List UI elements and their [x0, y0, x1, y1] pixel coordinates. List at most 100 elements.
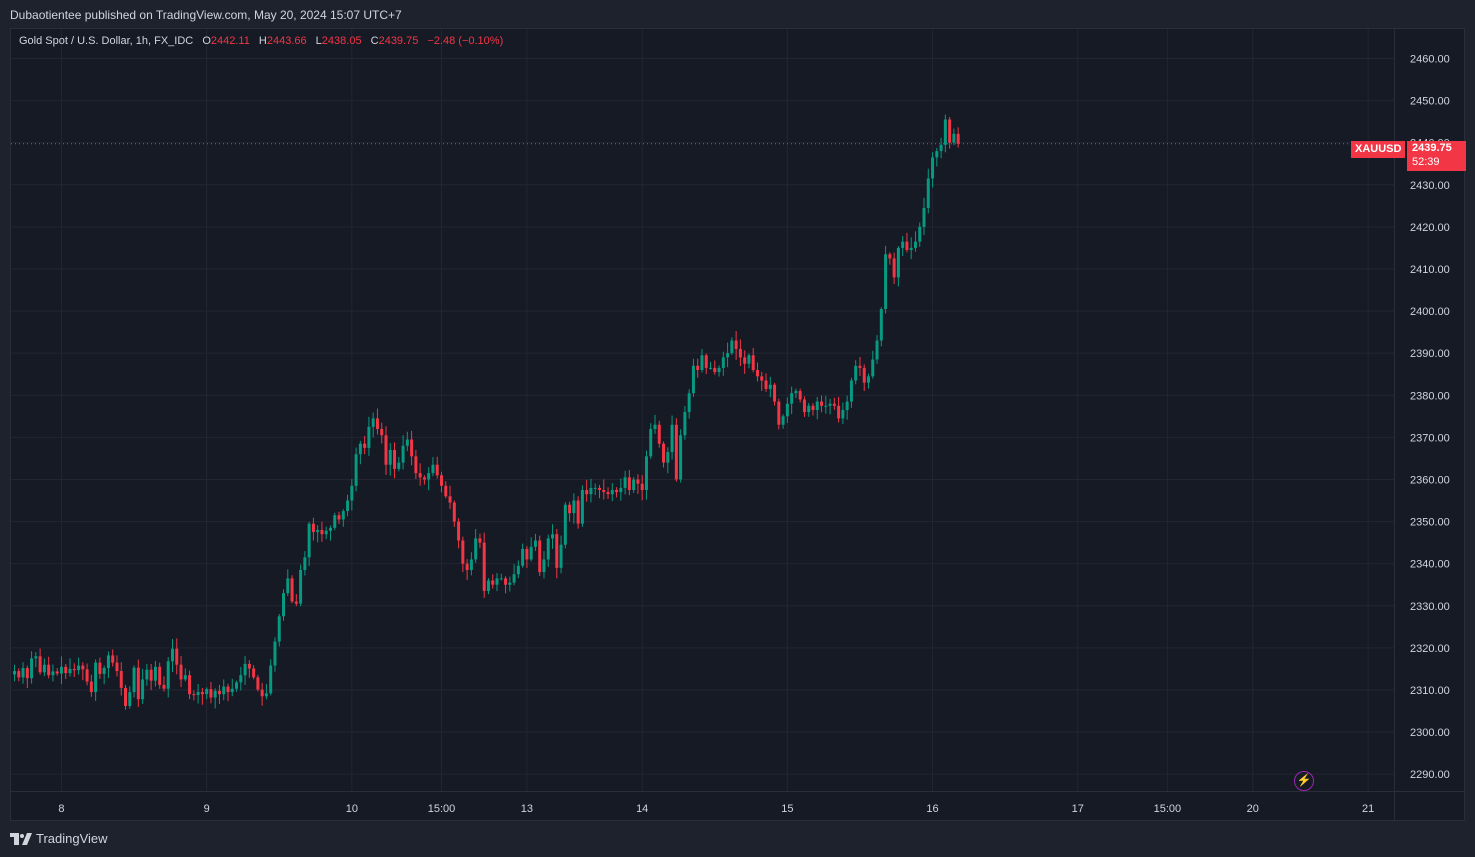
- candle-body: [721, 357, 725, 368]
- chart-pane[interactable]: Gold Spot / U.S. Dollar, 1h, FX_IDC O244…: [10, 28, 1466, 821]
- candle-body: [269, 665, 273, 694]
- candle-body: [760, 376, 764, 381]
- candle-body: [59, 666, 63, 674]
- y-tick-label: 2460.00: [1410, 53, 1450, 65]
- candle-body: [179, 664, 183, 680]
- candle-body: [469, 559, 473, 570]
- candle-body: [72, 668, 76, 671]
- y-tick-label: 2420.00: [1410, 222, 1450, 234]
- candle-body: [892, 258, 896, 278]
- low-value: 2438.05: [321, 35, 362, 47]
- y-tick-label: 2290.00: [1410, 769, 1450, 781]
- candle-body: [25, 668, 29, 679]
- candle-body: [303, 557, 307, 570]
- candle-body: [192, 694, 196, 696]
- candle-body: [21, 668, 25, 678]
- candle-body: [188, 675, 192, 695]
- candle-body: [516, 565, 520, 575]
- candle-body: [623, 477, 627, 488]
- candle-body: [568, 504, 572, 514]
- y-tick-label: 2430.00: [1410, 180, 1450, 192]
- x-tick-label: 15: [781, 803, 793, 815]
- brand-name: TradingView: [36, 831, 108, 846]
- candle-body: [948, 119, 952, 143]
- candle-body: [465, 563, 469, 570]
- candle-body: [640, 483, 644, 490]
- y-tick-label: 2360.00: [1410, 474, 1450, 486]
- candle-body: [491, 580, 495, 585]
- candle-body: [717, 367, 721, 373]
- candle-body: [196, 692, 200, 696]
- candle-body: [713, 367, 717, 373]
- candle-body: [328, 527, 332, 531]
- x-tick-label: 15:00: [428, 803, 456, 815]
- candle-body: [68, 668, 72, 674]
- candle-body: [738, 348, 742, 358]
- candle-body: [589, 487, 593, 495]
- candle-body: [691, 365, 695, 394]
- candle-body: [939, 144, 943, 152]
- tradingview-logo[interactable]: TradingView: [10, 831, 108, 846]
- candle-body: [252, 668, 256, 678]
- candle-body: [337, 515, 341, 520]
- candle-body: [734, 340, 738, 349]
- candle-body: [956, 133, 960, 144]
- candle-body: [529, 546, 533, 560]
- y-tick-label: 2380.00: [1410, 390, 1450, 402]
- candle-body: [696, 365, 700, 371]
- candle-body: [51, 671, 55, 676]
- candle-body: [627, 477, 631, 490]
- candle-body: [824, 405, 828, 407]
- y-tick-label: 2340.00: [1410, 559, 1450, 571]
- candle-body: [239, 675, 243, 683]
- candle-body: [576, 500, 580, 524]
- y-tick-label: 2390.00: [1410, 348, 1450, 360]
- candle-body: [418, 473, 422, 478]
- candle-body: [896, 247, 900, 278]
- candle-body: [444, 485, 448, 497]
- candle-body: [81, 665, 85, 670]
- candle-body: [47, 664, 51, 676]
- candle-body: [38, 656, 42, 673]
- open-label: O: [202, 35, 211, 47]
- candle-body: [657, 424, 661, 444]
- candle-body: [790, 393, 794, 404]
- candle-body: [320, 529, 324, 535]
- candle-body: [610, 489, 614, 495]
- candle-body: [405, 439, 409, 446]
- lightning-icon[interactable]: ⚡: [1294, 771, 1314, 791]
- x-tick-label: 15:00: [1154, 803, 1182, 815]
- candlestick-chart[interactable]: 2290.00 2300.00 2310.00 2320.00 2330.00 2340.…: [11, 29, 1464, 820]
- candle-body: [905, 241, 909, 251]
- candle-body: [649, 428, 653, 457]
- candle-body: [42, 664, 46, 673]
- candle-body: [679, 435, 683, 480]
- candle-body: [636, 479, 640, 484]
- candle-body: [525, 548, 529, 560]
- candle-body: [644, 456, 648, 490]
- candle-body: [751, 355, 755, 371]
- candle-body: [414, 456, 418, 474]
- y-tick-label: 2310.00: [1410, 685, 1450, 697]
- candle-body: [375, 418, 379, 429]
- candle-body: [401, 445, 405, 463]
- candle-body: [798, 391, 802, 400]
- candle-body: [388, 449, 392, 465]
- low-label: L: [315, 35, 322, 47]
- candle-body: [431, 464, 435, 474]
- candle-body: [230, 688, 234, 693]
- candle-body: [781, 416, 785, 425]
- candle-body: [77, 665, 81, 671]
- candle-body: [34, 656, 38, 659]
- candle-body: [371, 418, 375, 427]
- candle-body: [145, 669, 149, 680]
- candle-body: [128, 692, 132, 706]
- candle-body: [183, 675, 187, 680]
- candle-body: [952, 133, 956, 143]
- candle-body: [871, 359, 875, 377]
- candle-body: [512, 574, 516, 583]
- candle-body: [683, 412, 687, 436]
- candle-body: [158, 666, 162, 685]
- candle-body: [55, 671, 59, 674]
- candle-body: [662, 443, 666, 463]
